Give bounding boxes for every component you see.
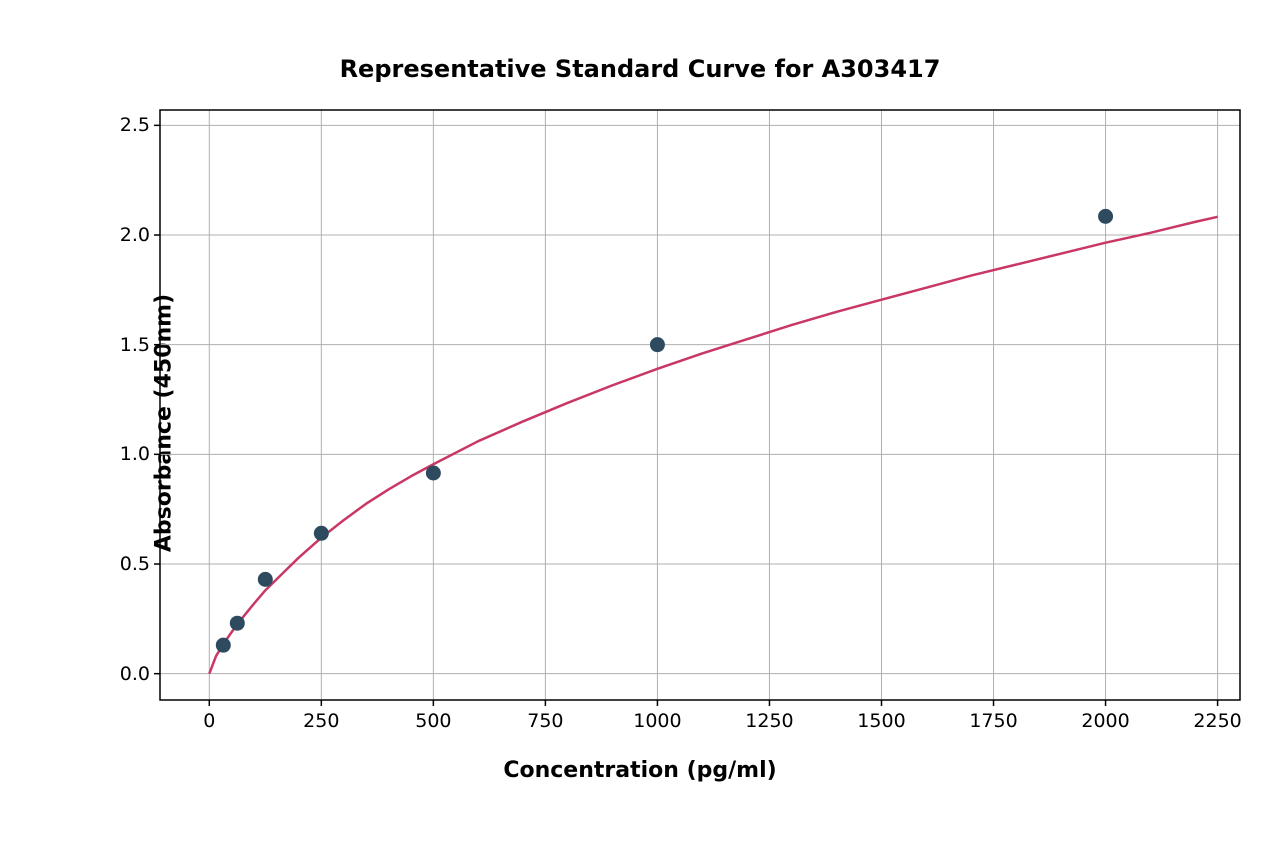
data-point	[650, 338, 664, 352]
data-point	[426, 466, 440, 480]
y-tick-label: 1.0	[112, 443, 150, 465]
x-tick-label: 2000	[1081, 710, 1129, 732]
chart-container: Representative Standard Curve for A30341…	[0, 0, 1280, 845]
data-point	[314, 526, 328, 540]
x-tick-label: 750	[527, 710, 563, 732]
x-tick-label: 1250	[745, 710, 793, 732]
x-tick-label: 2250	[1193, 710, 1241, 732]
x-tick-label: 0	[203, 710, 215, 732]
y-tick-label: 1.5	[112, 334, 150, 356]
data-point	[1099, 209, 1113, 223]
y-tick-label: 2.0	[112, 224, 150, 246]
x-tick-label: 500	[415, 710, 451, 732]
x-tick-label: 1000	[633, 710, 681, 732]
data-point	[230, 616, 244, 630]
plot-frame	[160, 110, 1240, 700]
y-tick-label: 0.0	[112, 663, 150, 685]
y-tick-label: 2.5	[112, 114, 150, 136]
x-tick-label: 1750	[969, 710, 1017, 732]
data-point	[216, 638, 230, 652]
x-tick-label: 250	[303, 710, 339, 732]
y-tick-label: 0.5	[112, 553, 150, 575]
x-tick-label: 1500	[857, 710, 905, 732]
fit-curve	[209, 217, 1217, 674]
data-point	[258, 572, 272, 586]
